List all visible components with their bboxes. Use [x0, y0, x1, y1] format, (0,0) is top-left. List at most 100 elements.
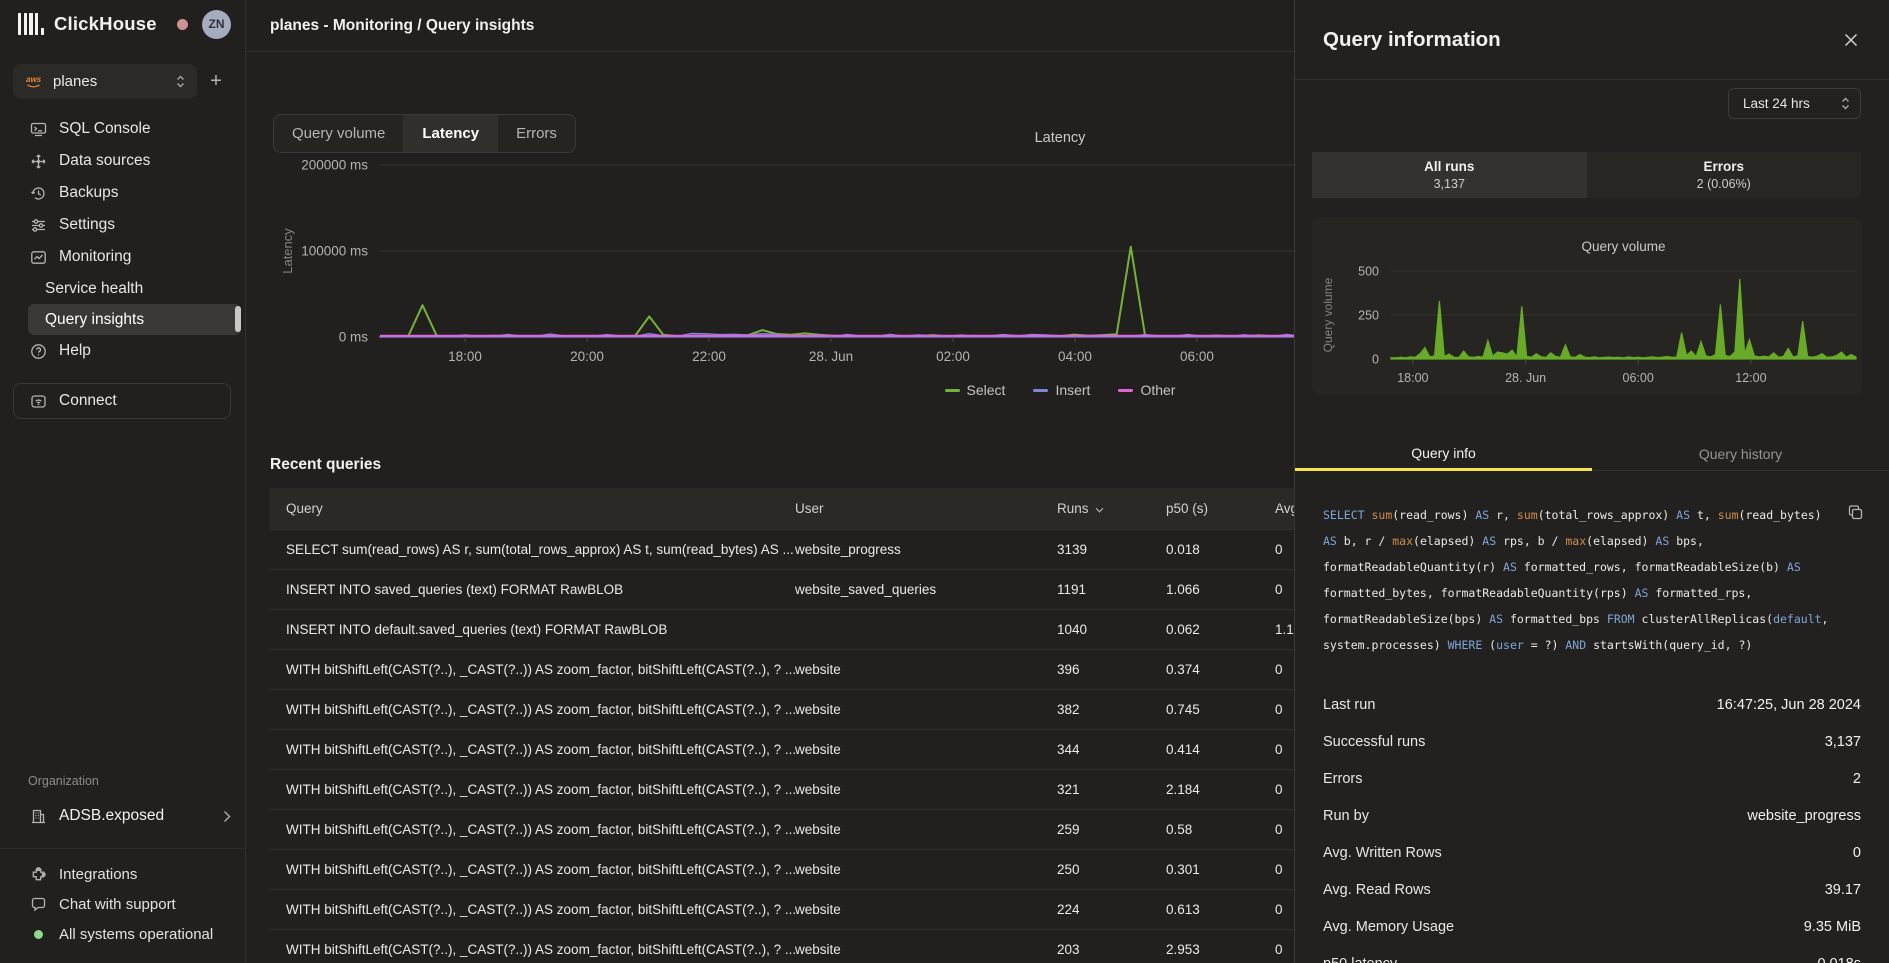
table-cell: website_progress [795, 529, 1057, 569]
service-selector[interactable]: aws planes [13, 64, 197, 99]
sidebar-item-help[interactable]: Help [0, 335, 245, 367]
add-service-button[interactable]: + [201, 67, 231, 97]
col-p50[interactable]: p50 (s) [1166, 488, 1275, 529]
stat-row: Avg. Written Rows0 [1323, 834, 1861, 871]
table-cell: 1.066 [1166, 569, 1275, 609]
legend-label: Other [1140, 382, 1175, 398]
table-cell: 344 [1057, 729, 1166, 769]
building-icon [30, 808, 47, 825]
table-cell: WITH bitShiftLeft(CAST(?..), _CAST(?..))… [270, 929, 795, 963]
data-sources-icon [30, 153, 47, 170]
col-user[interactable]: User [795, 488, 1057, 529]
svg-text:18:00: 18:00 [1397, 371, 1428, 385]
query-information-panel: Query information Last 24 hrs All runs 3… [1294, 0, 1889, 963]
copy-icon[interactable] [1848, 505, 1863, 525]
time-range-select[interactable]: Last 24 hrs [1728, 88, 1861, 119]
sidebar-item-label: Query insights [45, 311, 144, 329]
svg-text:22:00: 22:00 [692, 349, 726, 364]
legend-swatch [1033, 389, 1048, 392]
stat-row: Errors 2 [1323, 760, 1861, 797]
col-runs[interactable]: Runs [1057, 488, 1166, 529]
stat-row: p50 latency0.018s [1323, 945, 1861, 963]
toggle-all-runs[interactable]: All runs 3,137 [1312, 152, 1587, 198]
sidebar-divider [0, 848, 245, 849]
sidebar-item-data-sources[interactable]: Data sources [0, 145, 245, 177]
sidebar-item-label: Monitoring [59, 248, 131, 266]
sidebar-item-service-health[interactable]: Service health [28, 273, 241, 304]
legend-item-select[interactable]: Select [945, 382, 1006, 398]
sidebar-item-backups[interactable]: Backups [0, 177, 245, 209]
sort-desc-icon [1095, 507, 1104, 513]
table-cell: 2.184 [1166, 769, 1275, 809]
service-name: planes [53, 73, 97, 90]
query-volume-chart: 025050018:0028. Jun06:0012:00Query volum… [1312, 217, 1862, 395]
sidebar-item-label: Data sources [59, 152, 150, 170]
chevron-right-icon [223, 810, 231, 823]
table-cell: 0.301 [1166, 849, 1275, 889]
legend-swatch [1118, 389, 1133, 392]
legend-item-other[interactable]: Other [1118, 382, 1175, 398]
system-status[interactable]: All systems operational [0, 919, 245, 949]
brand-name: ClickHouse [54, 13, 157, 35]
stat-row: Avg. Memory Usage 9.35 MiB [1323, 908, 1861, 945]
close-icon[interactable] [1837, 26, 1865, 54]
svg-text:Query volume: Query volume [1581, 239, 1665, 254]
all-runs-value: 3,137 [1434, 177, 1465, 191]
table-cell: 321 [1057, 769, 1166, 809]
toggle-errors[interactable]: Errors 2 (0.06%) [1587, 152, 1862, 198]
table-cell: WITH bitShiftLeft(CAST(?..), _CAST(?..))… [270, 769, 795, 809]
sidebar-item-label: Backups [59, 184, 118, 202]
connect-button[interactable]: Connect [13, 383, 231, 419]
tab-query-history[interactable]: Query history [1592, 437, 1889, 471]
stat-label: Errors [1323, 771, 1362, 787]
sidebar-item-label: Settings [59, 216, 115, 234]
sidebar-item-settings[interactable]: Settings [0, 209, 245, 241]
col-query[interactable]: Query [270, 488, 795, 529]
organization-selector[interactable]: ADSB.exposed [0, 798, 245, 834]
stat-row: Last run16:47:25, Jun 28 2024 [1323, 686, 1861, 723]
svg-text:0: 0 [1372, 353, 1379, 367]
query-volume-card: 025050018:0028. Jun06:0012:00Query volum… [1312, 217, 1862, 395]
sidebar-nav: SQL Console Data sources Backups Setting… [0, 113, 245, 367]
svg-text:aws: aws [26, 75, 42, 84]
legend-item-insert[interactable]: Insert [1033, 382, 1090, 398]
panel-header: Query information [1295, 0, 1889, 80]
svg-text:04:00: 04:00 [1058, 349, 1092, 364]
table-cell: website [795, 889, 1057, 929]
table-cell: 203 [1057, 929, 1166, 963]
sidebar-item-query-insights[interactable]: Query insights [28, 304, 241, 335]
connect-label: Connect [59, 392, 117, 410]
recent-queries-title: Recent queries [270, 456, 381, 474]
stat-label: Avg. Memory Usage [1323, 919, 1454, 935]
connect-icon [30, 393, 47, 410]
table-cell: 0.374 [1166, 649, 1275, 689]
sidebar-item-sql-console[interactable]: SQL Console [0, 113, 245, 145]
sidebar-item-integrations[interactable]: Integrations [0, 859, 245, 889]
help-icon [30, 343, 47, 360]
sidebar-scrollbar[interactable] [235, 306, 241, 332]
aws-icon: aws [25, 73, 42, 90]
stat-value: 2 [1853, 771, 1861, 787]
table-cell: 1191 [1057, 569, 1166, 609]
stat-value: 9.35 MiB [1804, 919, 1861, 935]
table-cell: SELECT sum(read_rows) AS r, sum(total_ro… [270, 529, 795, 569]
stat-value: 0.018s [1817, 956, 1861, 963]
settings-sliders-icon [30, 217, 47, 234]
avatar[interactable]: ZN [202, 10, 231, 39]
legend-swatch [945, 389, 960, 392]
stat-row: Avg. Read Rows39.17 [1323, 871, 1861, 908]
tab-query-info[interactable]: Query info [1295, 437, 1592, 471]
footer-item-label: All systems operational [59, 926, 213, 943]
sidebar-item-chat-support[interactable]: Chat with support [0, 889, 245, 919]
stat-row: Run bywebsite_progress [1323, 797, 1861, 834]
footer-item-label: Integrations [59, 866, 137, 883]
chat-bubble-icon [30, 896, 47, 913]
sidebar-item-monitoring[interactable]: Monitoring [0, 241, 245, 273]
svg-text:100000 ms: 100000 ms [301, 244, 368, 259]
table-cell: 396 [1057, 649, 1166, 689]
sql-query-text: SELECT sum(read_rows) AS r, sum(total_ro… [1323, 502, 1849, 658]
notification-dot[interactable] [177, 19, 188, 30]
svg-text:0 ms: 0 ms [339, 330, 369, 345]
stat-label: Run by [1323, 808, 1369, 824]
svg-text:06:00: 06:00 [1623, 371, 1654, 385]
